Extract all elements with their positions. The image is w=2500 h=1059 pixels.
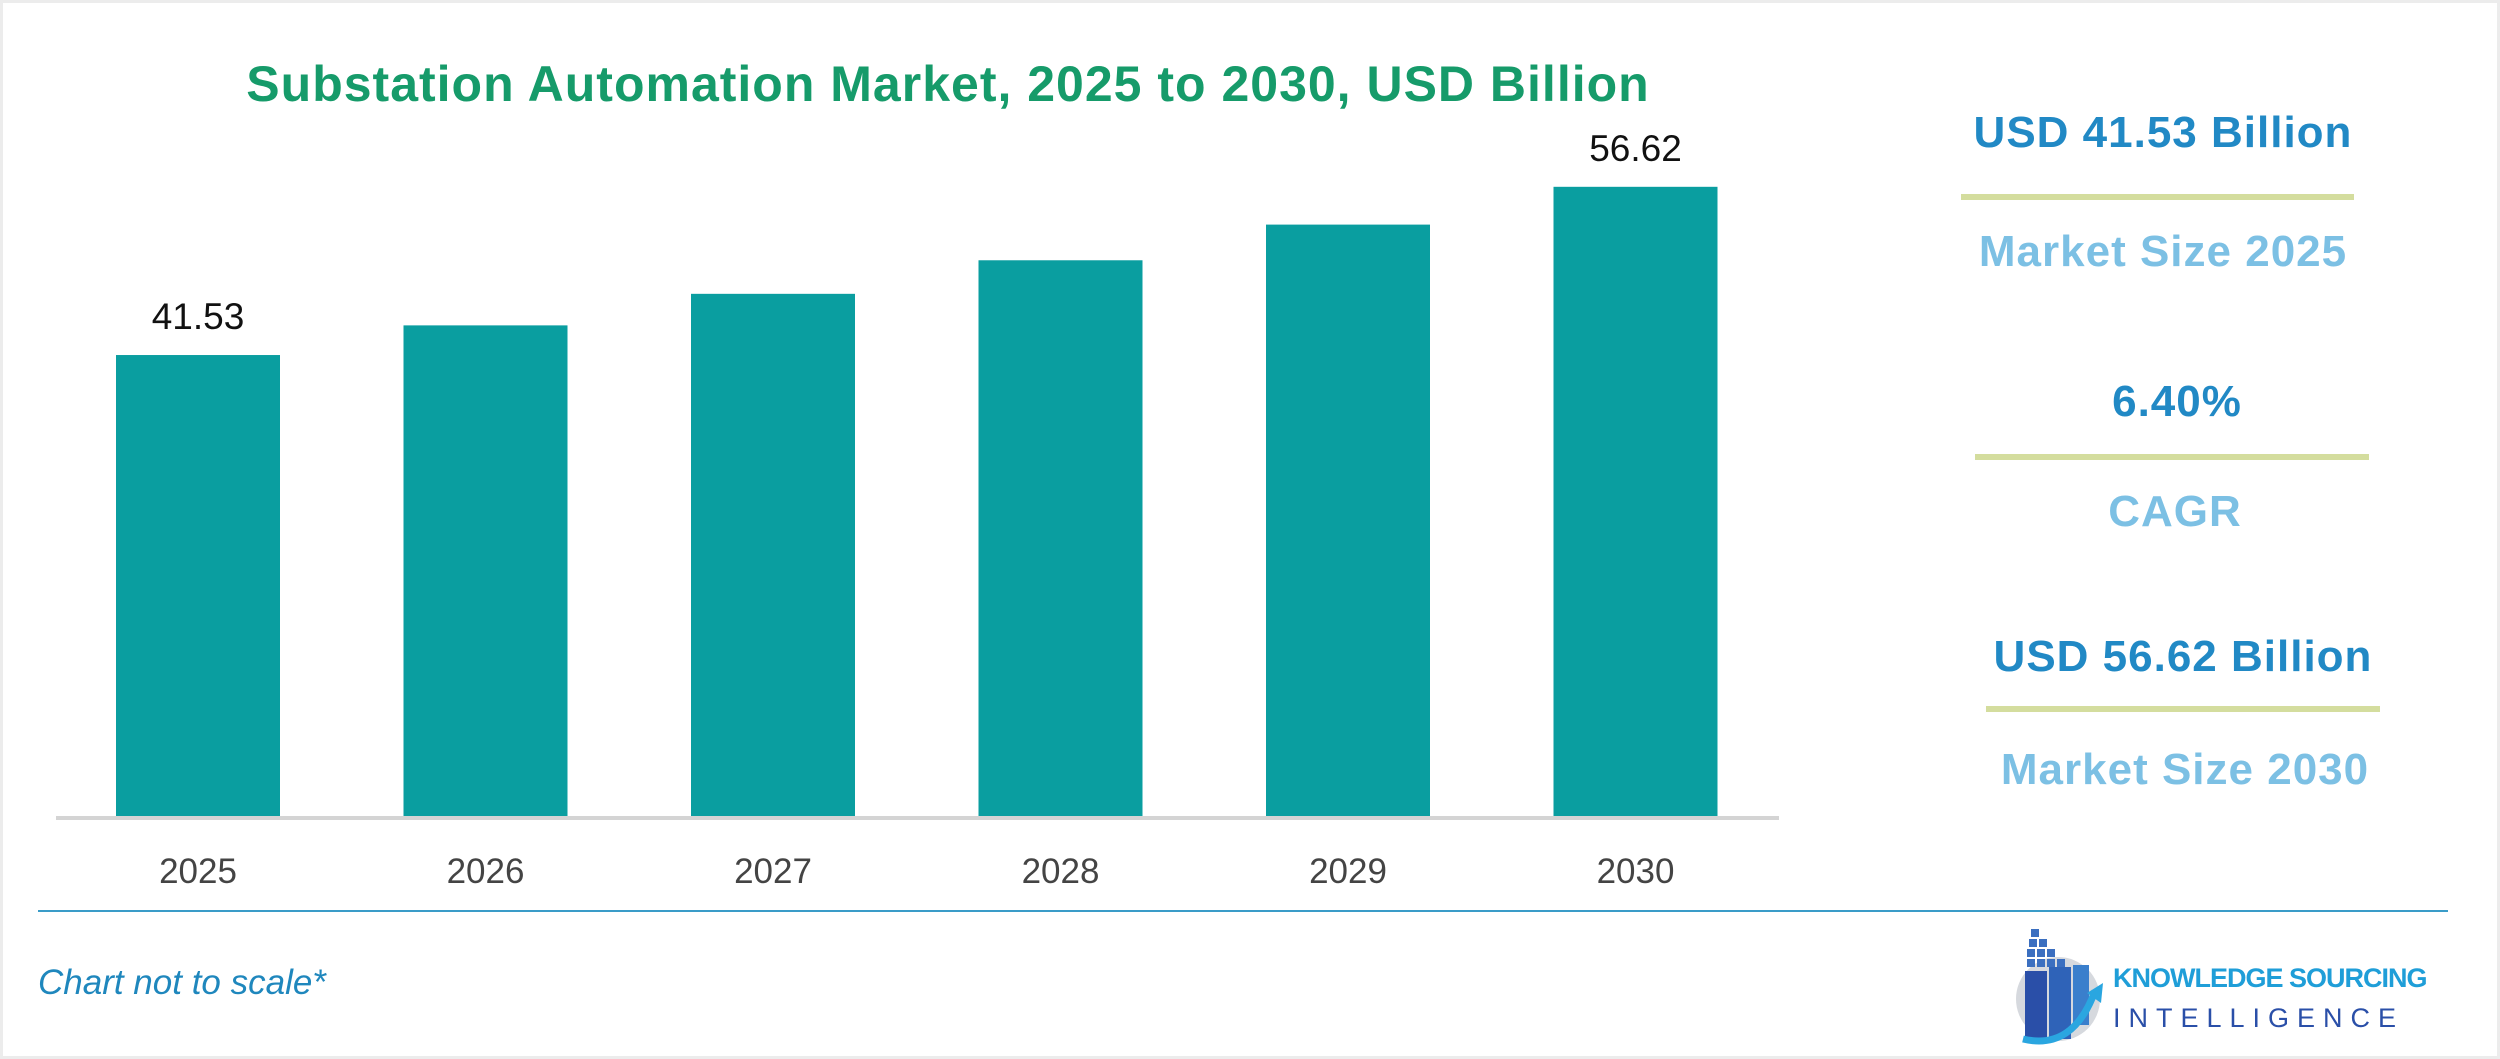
kpi-cagr-value: 6.40% <box>2112 377 2242 426</box>
bar-2028 <box>978 260 1143 818</box>
separator-line <box>1986 706 2380 712</box>
chart-title: Substation Automation Market, 2025 to 20… <box>246 56 1650 112</box>
x-tick-label: 2030 <box>1597 852 1675 891</box>
logo-text-line1: KNOWLEDGE SOURCING <box>2113 963 2428 993</box>
footnote: Chart not to scale* <box>38 963 326 1002</box>
separator-line <box>1961 194 2354 200</box>
data-label: 56.62 <box>1589 128 1682 169</box>
kpi-market-size-2030-value: USD 56.62 Billion <box>1993 632 2373 681</box>
x-tick-label: 2026 <box>447 852 525 891</box>
separator-line <box>1975 454 2369 460</box>
data-label: 41.53 <box>152 296 245 337</box>
logo-graphic <box>2016 929 2103 1045</box>
x-tick-label: 2027 <box>734 852 812 891</box>
footer-divider <box>38 910 2448 912</box>
logo-text-line2: INTELLIGENCE <box>2113 1003 2405 1033</box>
bar-2027 <box>691 293 855 818</box>
kpi-cagr-label: CAGR <box>2108 487 2242 536</box>
bar-2026 <box>403 325 568 818</box>
company-logo: KNOWLEDGE SOURCING INTELLIGENCE <box>2003 921 2483 1056</box>
bar-2025 <box>116 355 280 818</box>
kpi-market-size-2025-label: Market Size 2025 <box>1978 227 2348 276</box>
bar-chart: 2025 41.53 2026 2027 2028 2029 2030 56.62 <box>56 128 1779 891</box>
x-tick-label: 2029 <box>1309 852 1387 891</box>
x-tick-label: 2028 <box>1022 852 1100 891</box>
bar-2029 <box>1266 224 1430 819</box>
kpi-market-size-2025-value: USD 41.53 Billion <box>1973 108 2353 157</box>
kpi-market-size-2030-label: Market Size 2030 <box>2000 745 2370 794</box>
bar-2030 <box>1553 186 1718 819</box>
x-tick-label: 2025 <box>159 852 237 891</box>
